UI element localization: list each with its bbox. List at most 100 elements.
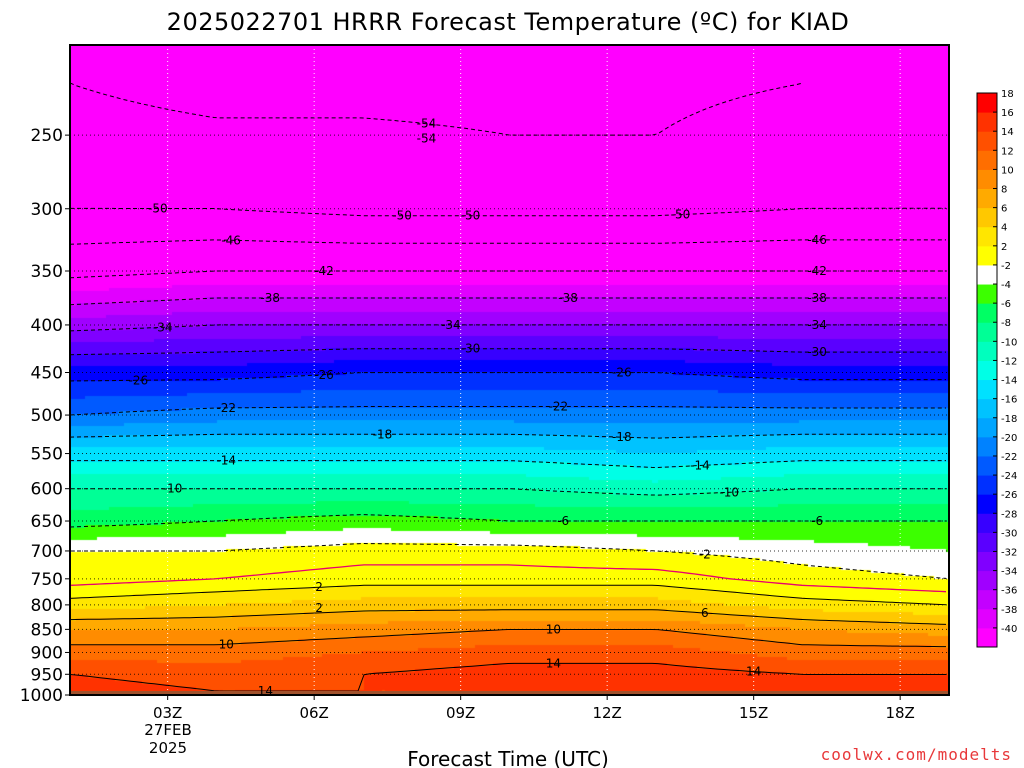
colorbar-swatch <box>977 207 997 228</box>
contour-label: 2 <box>315 580 323 594</box>
contour-line <box>70 542 947 579</box>
colorbar-swatch <box>977 226 997 247</box>
x-tick-label: 12Z <box>592 704 621 722</box>
colorbar-swatch <box>977 188 997 209</box>
credit-link[interactable]: coolwx.com/modelts <box>821 745 1012 764</box>
x-date-label-day: 27FEB <box>144 721 191 739</box>
contour-line <box>70 460 946 469</box>
colorbar-tick-label: -6 <box>1001 299 1011 310</box>
contour-label: -26 <box>612 366 632 380</box>
colorbar-swatch <box>977 322 997 342</box>
contour-label: -50 <box>671 208 691 222</box>
y-tick-label: 400 <box>31 316 63 336</box>
contour-label: -22 <box>549 400 569 414</box>
y-tick-label: 750 <box>31 570 63 590</box>
contour-line <box>70 488 946 496</box>
y-tick-label: 800 <box>31 596 63 616</box>
colorbar: -40-38-36-34-32-30-28-26-24-22-20-18-16-… <box>976 89 1017 648</box>
colorbar-swatch <box>977 532 997 552</box>
contour-line <box>70 662 946 692</box>
chart-title: 2025022701 HRRR Forecast Temperature (ºC… <box>167 8 850 36</box>
y-tick-label: 250 <box>31 126 63 146</box>
colorbar-tick-label: 6 <box>1001 204 1007 215</box>
contour-label: -6 <box>557 514 569 528</box>
contour-label: -14 <box>216 454 236 468</box>
contour-label: -54 <box>417 116 437 130</box>
x-tick-label: 03Z <box>153 704 182 722</box>
colorbar-swatch <box>977 627 997 648</box>
contour-label: -26 <box>129 373 149 387</box>
y-tick-label: 900 <box>31 643 63 663</box>
contour-label: -42 <box>314 264 334 278</box>
contour-label: -34 <box>807 318 827 332</box>
contour-label: -38 <box>260 291 280 305</box>
contour-label: -34 <box>153 320 173 334</box>
contour-line <box>70 584 947 606</box>
x-tick-label: 06Z <box>299 704 328 722</box>
colorbar-swatch <box>977 570 997 591</box>
colorbar-swatch <box>977 475 997 495</box>
grid-lines <box>70 45 949 695</box>
colorbar-swatch <box>977 455 997 476</box>
contour-label: -2 <box>699 548 711 562</box>
x-axis-label: Forecast Time (UTC) <box>407 747 609 768</box>
y-tick-label: 650 <box>31 512 63 532</box>
colorbar-swatch <box>977 436 997 457</box>
colorbar-tick-label: -10 <box>1001 337 1017 348</box>
colorbar-swatch <box>977 494 997 514</box>
contour-line <box>70 433 946 439</box>
colorbar-tick-label: -34 <box>1001 567 1017 578</box>
contour-label: -30 <box>461 342 481 356</box>
colorbar-swatch <box>977 150 997 170</box>
contour-label: -18 <box>612 430 632 444</box>
colorbar-tick-label: 8 <box>1001 185 1007 196</box>
colorbar-tick-label: 16 <box>1001 108 1014 119</box>
colorbar-swatch <box>977 169 997 190</box>
temperature-field <box>70 45 949 695</box>
colorbar-swatch <box>977 341 997 361</box>
colorbar-tick-label: -2 <box>1001 261 1011 272</box>
colorbar-tick-label: -14 <box>1001 376 1017 387</box>
y-tick-label: 350 <box>31 262 63 282</box>
colorbar-tick-label: -30 <box>1001 528 1017 539</box>
contour-label: -6 <box>811 514 823 528</box>
contour-label: -50 <box>148 201 168 215</box>
colorbar-tick-label: 10 <box>1001 165 1014 176</box>
contour-line <box>70 348 946 356</box>
contour-label: 14 <box>746 665 761 679</box>
contour-label: -18 <box>373 427 393 441</box>
x-tick-label: 15Z <box>739 704 768 722</box>
colorbar-swatch <box>977 245 997 266</box>
contour-label: -46 <box>221 233 241 247</box>
colorbar-tick-label: 4 <box>1001 223 1007 234</box>
contour-line <box>70 239 946 245</box>
contour-label: -10 <box>163 482 183 496</box>
colorbar-tick-label: 14 <box>1001 127 1014 138</box>
y-tick-label: 700 <box>31 542 63 562</box>
contour-label: 10 <box>546 622 561 636</box>
contour-line <box>70 270 946 279</box>
contour-label: -54 <box>417 131 437 145</box>
y-tick-label: 600 <box>31 480 63 500</box>
colorbar-tick-label: -20 <box>1001 433 1017 444</box>
contour-label: -46 <box>807 233 827 247</box>
colorbar-swatch <box>977 417 997 438</box>
contour-label: -22 <box>216 401 236 415</box>
colorbar-swatch <box>977 608 997 629</box>
colorbar-tick-label: -18 <box>1001 414 1017 425</box>
contour-label: 14 <box>546 656 561 670</box>
colorbar-tick-label: -22 <box>1001 452 1017 463</box>
colorbar-tick-label: -40 <box>1001 624 1017 635</box>
colorbar-swatch <box>977 398 997 419</box>
y-tick-label: 1000 <box>20 686 63 706</box>
colorbar-tick-label: -26 <box>1001 490 1017 501</box>
contour-label: -42 <box>807 264 827 278</box>
contour-label: -10 <box>719 485 739 499</box>
contour-lines <box>70 82 947 692</box>
colorbar-tick-label: -12 <box>1001 356 1017 367</box>
contour-label: -38 <box>807 291 827 305</box>
contour-line <box>70 406 946 416</box>
contour-line <box>70 629 946 648</box>
contour-line <box>70 564 947 593</box>
contour-line <box>70 82 803 136</box>
